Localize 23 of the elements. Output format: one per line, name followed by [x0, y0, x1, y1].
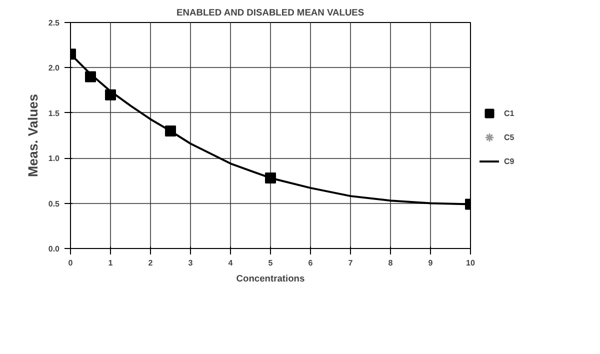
y-tick-label: 1.0: [48, 154, 60, 164]
y-tick-label: 2.5: [48, 18, 60, 28]
x-tick-label: 9: [428, 258, 434, 268]
x-tick-label: 0: [68, 258, 74, 268]
x-tick-label: 10: [466, 258, 476, 268]
legend-label: C9: [504, 156, 516, 166]
x-tick-label: 8: [388, 258, 394, 268]
x-tick-label: 1: [108, 258, 114, 268]
x-tick-label: 4: [228, 258, 234, 268]
y-tick-label: 2.0: [48, 64, 60, 73]
x-tick-label: 7: [348, 258, 354, 268]
x-tick-label: 2: [148, 258, 154, 268]
y-axis-title: Meas. Values: [25, 94, 40, 177]
x-tick-label: 6: [308, 258, 314, 268]
y-tick-label: 0.5: [48, 199, 60, 208]
y-tick-label: 0.0: [48, 244, 60, 254]
y-tick-label: 1.5: [48, 108, 60, 118]
x-tick-label: 3: [188, 258, 194, 268]
chart-title: ENABLED AND DISABLED MEAN VALUES: [176, 8, 364, 18]
x-axis-title: Concentrations: [236, 274, 305, 284]
legend-label: C5: [504, 132, 516, 142]
x-tick-label: 5: [268, 258, 274, 268]
legend-label: C1: [504, 108, 516, 118]
